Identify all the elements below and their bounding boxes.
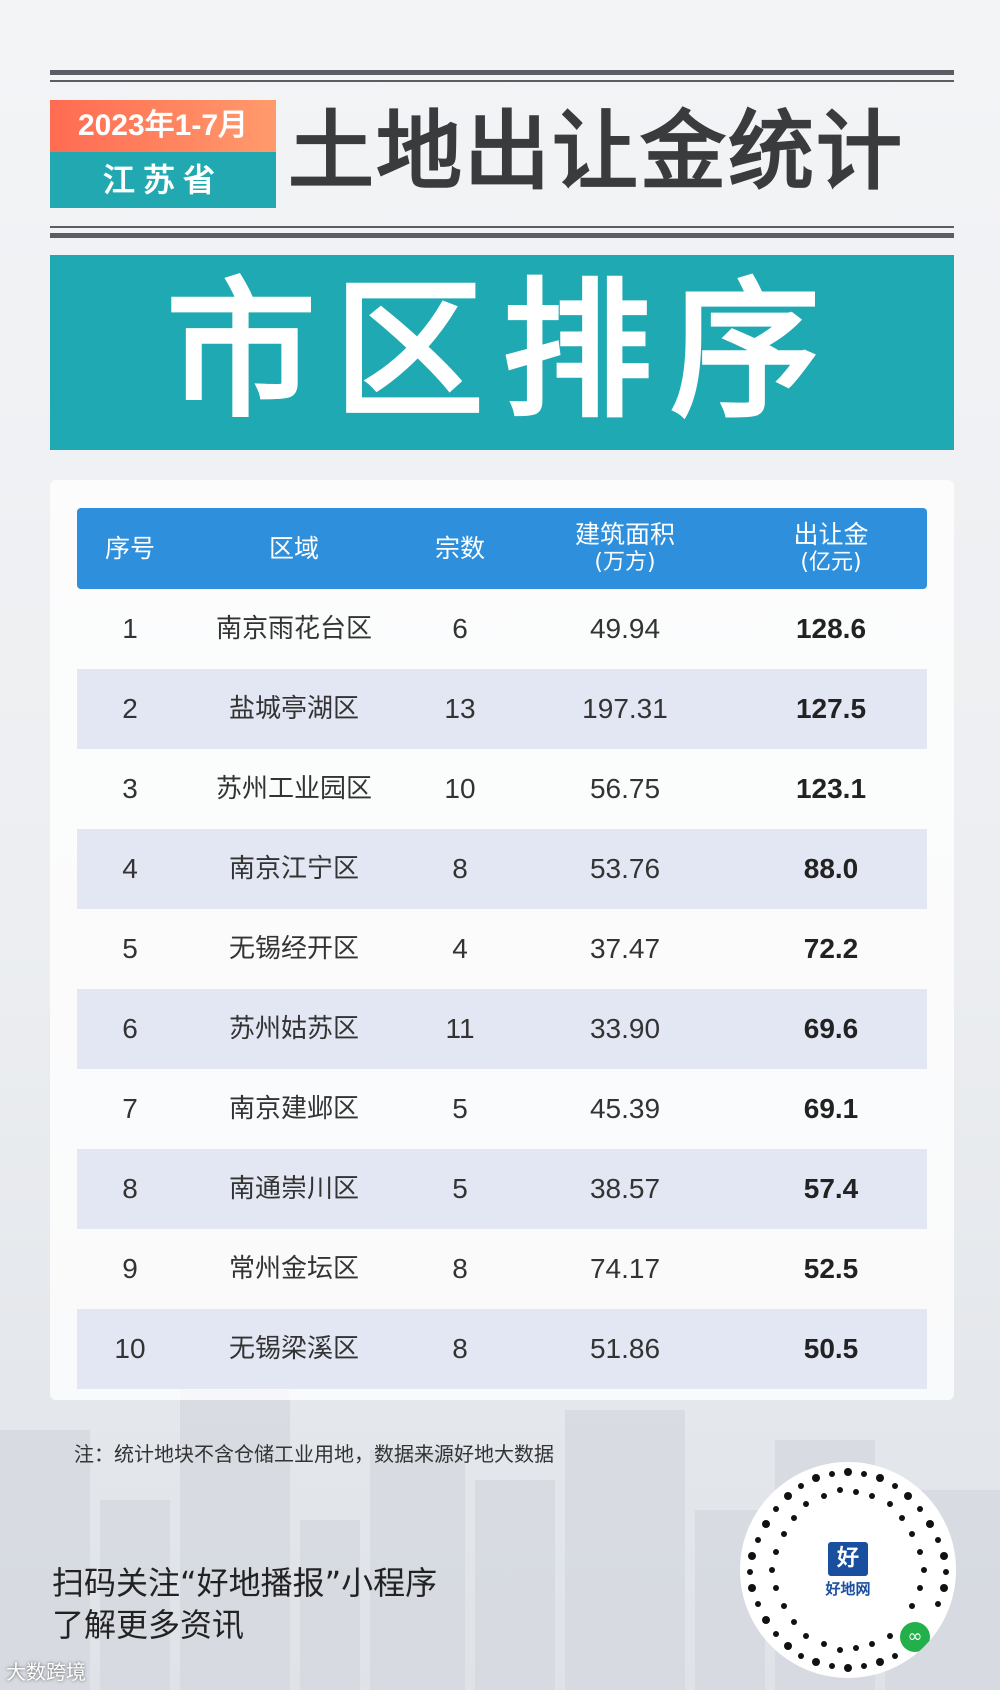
cell-amount: 57.4 <box>803 1173 859 1204</box>
cell-parcels: 6 <box>452 613 468 644</box>
cell-area: 53.76 <box>589 853 661 884</box>
mini-program-code[interactable]: 好 好地网 ∞ <box>740 1462 956 1678</box>
table-row: 5 无锡经开区 4 37.47 72.2 <box>77 909 927 989</box>
cell-area: 51.86 <box>589 1333 661 1364</box>
cell-district: 苏州工业园区 <box>215 774 372 804</box>
cell-amount: 128.6 <box>795 613 867 644</box>
cell-amount: 50.5 <box>803 1333 859 1364</box>
cell-amount: 72.2 <box>803 933 859 964</box>
table-row: 6 苏州姑苏区 11 33.90 69.6 <box>77 989 927 1069</box>
cell-parcels: 11 <box>445 1013 475 1044</box>
table-row: 8 南通崇川区 5 38.57 57.4 <box>77 1149 927 1229</box>
cell-parcels: 8 <box>452 1333 468 1364</box>
cell-parcels: 5 <box>452 1173 468 1204</box>
table-row: 7 南京建邺区 5 45.39 69.1 <box>77 1069 927 1149</box>
page-title: 土地出让金统计 <box>288 102 904 202</box>
cell-district: 苏州姑苏区 <box>228 1014 359 1044</box>
cell-rank: 7 <box>122 1093 138 1124</box>
cell-area: 38.57 <box>589 1173 661 1204</box>
cell-district: 南京建邺区 <box>228 1094 359 1124</box>
haodi-logo-icon: 好 <box>828 1541 868 1576</box>
table-row: 3 苏州工业园区 10 56.75 123.1 <box>77 749 927 829</box>
cell-area: 37.47 <box>589 933 661 964</box>
header-top-rule-thin <box>50 80 954 82</box>
table-row: 4 南京江宁区 8 53.76 88.0 <box>77 829 927 909</box>
cell-parcels: 5 <box>452 1093 468 1124</box>
table-row: 9 常州金坛区 8 74.17 52.5 <box>77 1229 927 1309</box>
cell-area: 33.90 <box>589 1013 661 1044</box>
header-bottom-rule-thin <box>50 226 954 228</box>
cell-amount: 127.5 <box>795 693 867 724</box>
cell-area: 74.17 <box>589 1253 661 1284</box>
cell-amount: 88.0 <box>803 853 859 884</box>
cell-parcels: 10 <box>444 773 476 804</box>
cell-area: 197.31 <box>582 693 668 724</box>
source-note: 注：统计地块不含仓储工业用地，数据来源好地大数据 <box>74 1442 554 1466</box>
column-header-area: 建筑面积 (万方) <box>574 519 675 575</box>
cell-area: 56.75 <box>589 773 661 804</box>
cell-area: 45.39 <box>589 1093 661 1124</box>
wechat-miniprogram-icon: ∞ <box>900 1622 930 1652</box>
follow-prompt: 扫码关注“好地播报”小程序 了解更多资讯 <box>52 1562 437 1646</box>
banner-title: 市区排序 <box>165 265 838 439</box>
header-top-rule <box>50 70 954 75</box>
badge-period: 2023年1-7月 <box>50 100 276 152</box>
table-row: 2 盐城亭湖区 13 197.31 127.5 <box>77 669 927 749</box>
column-header-amount: 出让金 (亿元) <box>793 519 869 575</box>
period-badge: 2023年1-7月 江苏省 <box>50 100 276 208</box>
cell-parcels: 13 <box>444 693 476 724</box>
table-row: 10 无锡梁溪区 8 51.86 50.5 <box>77 1309 927 1389</box>
cell-district: 常州金坛区 <box>228 1254 359 1284</box>
table-row: 1 南京雨花台区 6 49.94 128.6 <box>77 589 927 669</box>
column-header-parcels: 宗数 <box>434 533 485 563</box>
cell-rank: 3 <box>122 773 138 804</box>
badge-region: 江苏省 <box>50 152 276 208</box>
table-card <box>50 480 954 1400</box>
qr-center-logo: 好 好地网 <box>796 1518 900 1622</box>
follow-line-1: 扫码关注“好地播报”小程序 <box>52 1564 438 1602</box>
cell-amount: 123.1 <box>795 773 867 804</box>
cell-amount: 69.6 <box>803 1013 859 1044</box>
cell-rank: 5 <box>122 933 138 964</box>
cell-district: 盐城亭湖区 <box>228 694 359 724</box>
cell-district: 无锡经开区 <box>228 934 359 964</box>
cell-parcels: 4 <box>452 933 468 964</box>
cell-rank: 6 <box>122 1013 138 1044</box>
qr-pattern-icon <box>747 1468 949 1672</box>
cell-rank: 10 <box>114 1333 146 1364</box>
haodi-logo-text: 好地网 <box>825 1579 871 1598</box>
cell-parcels: 8 <box>452 853 468 884</box>
column-header-district: 区域 <box>268 533 319 563</box>
cell-parcels: 8 <box>452 1253 468 1284</box>
cell-district: 无锡梁溪区 <box>228 1334 359 1364</box>
corner-watermark: 大数跨境 <box>6 1660 86 1684</box>
cell-rank: 1 <box>122 613 138 644</box>
header-bottom-rule <box>50 233 954 238</box>
cell-district: 南通崇川区 <box>228 1174 359 1204</box>
cell-amount: 52.5 <box>803 1253 859 1284</box>
cell-district: 南京江宁区 <box>228 854 359 884</box>
follow-line-2: 了解更多资讯 <box>52 1606 245 1644</box>
cell-amount: 69.1 <box>803 1093 859 1124</box>
table-header: 序号 区域 宗数 建筑面积 (万方) 出让金 (亿元) <box>77 508 927 589</box>
cell-area: 49.94 <box>589 613 661 644</box>
cell-rank: 2 <box>122 693 138 724</box>
cell-rank: 8 <box>122 1173 138 1204</box>
cell-rank: 9 <box>122 1253 138 1284</box>
cell-district: 南京雨花台区 <box>215 614 372 644</box>
column-header-rank: 序号 <box>104 533 155 563</box>
cell-rank: 4 <box>122 853 138 884</box>
ranking-banner: 市区排序 <box>50 255 954 450</box>
